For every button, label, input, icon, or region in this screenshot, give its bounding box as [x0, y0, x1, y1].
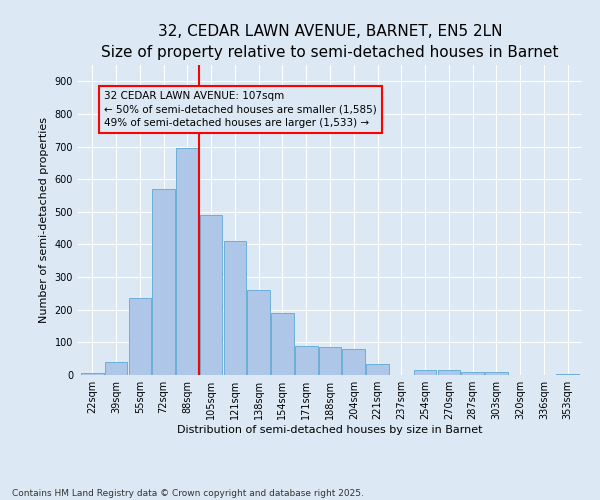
Bar — [152, 189, 175, 375]
Bar — [414, 370, 436, 375]
Bar — [224, 241, 246, 375]
Bar — [485, 372, 508, 375]
Bar — [105, 362, 127, 375]
Bar — [366, 364, 389, 375]
Text: 32 CEDAR LAWN AVENUE: 107sqm
← 50% of semi-detached houses are smaller (1,585)
4: 32 CEDAR LAWN AVENUE: 107sqm ← 50% of se… — [104, 91, 377, 128]
Bar — [295, 346, 317, 375]
Bar — [81, 374, 104, 375]
Y-axis label: Number of semi-detached properties: Number of semi-detached properties — [39, 117, 49, 323]
Bar — [176, 148, 199, 375]
Bar — [461, 372, 484, 375]
Bar — [247, 290, 270, 375]
Bar — [271, 313, 294, 375]
Title: 32, CEDAR LAWN AVENUE, BARNET, EN5 2LN
Size of property relative to semi-detache: 32, CEDAR LAWN AVENUE, BARNET, EN5 2LN S… — [101, 24, 559, 60]
X-axis label: Distribution of semi-detached houses by size in Barnet: Distribution of semi-detached houses by … — [177, 425, 483, 435]
Bar — [343, 349, 365, 375]
Bar — [437, 370, 460, 375]
Bar — [200, 215, 223, 375]
Bar — [556, 374, 579, 375]
Text: Contains HM Land Registry data © Crown copyright and database right 2025.: Contains HM Land Registry data © Crown c… — [12, 488, 364, 498]
Bar — [128, 298, 151, 375]
Bar — [319, 348, 341, 375]
